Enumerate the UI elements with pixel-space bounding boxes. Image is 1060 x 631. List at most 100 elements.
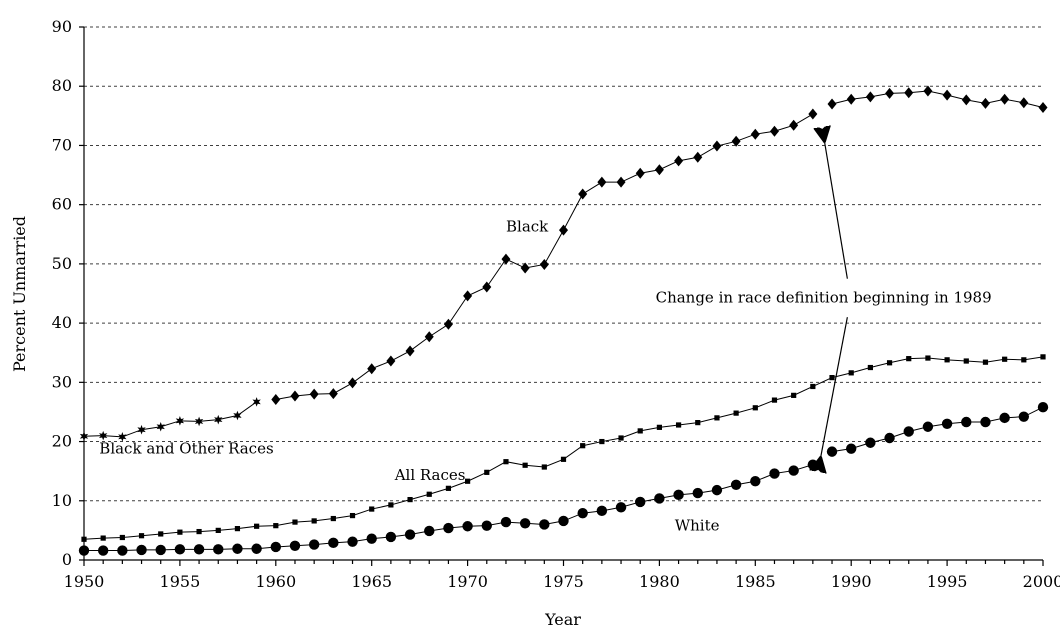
data-point	[445, 485, 452, 491]
data-point	[616, 176, 626, 188]
data-point	[865, 437, 876, 448]
series	[78, 85, 1049, 556]
data-point	[580, 443, 586, 449]
data-point	[618, 435, 624, 441]
data-point	[426, 491, 432, 497]
y-tick-label: 10	[52, 491, 72, 510]
data-point	[349, 512, 356, 519]
data-point	[482, 281, 492, 293]
data-point	[424, 525, 435, 537]
data-point	[810, 383, 816, 390]
data-point	[999, 412, 1010, 424]
x-axis-title: Year	[544, 610, 581, 629]
data-point	[944, 357, 950, 363]
data-point	[539, 258, 549, 270]
data-point	[1002, 356, 1008, 362]
data-point	[385, 531, 397, 543]
data-point	[693, 151, 703, 163]
data-point	[405, 345, 415, 357]
data-point	[923, 85, 933, 97]
data-point	[730, 479, 742, 490]
series-line	[83, 401, 257, 438]
data-point	[599, 438, 605, 445]
data-point	[117, 545, 128, 556]
data-point	[97, 545, 109, 556]
data-point	[443, 318, 453, 330]
data-point	[500, 516, 512, 528]
data-point	[941, 418, 953, 429]
data-point	[846, 443, 857, 454]
series-black-and-other-races	[79, 397, 261, 442]
series-line	[831, 406, 1044, 453]
data-point	[692, 487, 703, 499]
data-point	[252, 397, 261, 407]
y-tick-label: 20	[52, 432, 72, 451]
data-point	[273, 523, 279, 529]
data-point	[750, 476, 761, 487]
data-point	[79, 431, 89, 442]
data-point	[407, 496, 413, 503]
x-tick-label: 2000	[1023, 572, 1060, 591]
data-point	[328, 537, 339, 549]
data-point	[559, 224, 568, 236]
data-point	[961, 416, 972, 428]
data-point	[177, 529, 183, 535]
data-point	[1038, 102, 1048, 114]
y-tick-labels: 0 10 20 30 40 50 60 70 80 90	[52, 17, 84, 569]
data-point	[330, 515, 336, 522]
x-tick-label: 1975	[543, 572, 584, 591]
data-point	[539, 519, 550, 530]
data-point	[369, 506, 375, 512]
data-point	[289, 540, 301, 551]
data-point	[674, 155, 684, 167]
data-point	[251, 543, 262, 554]
data-point	[961, 94, 971, 106]
data-point	[578, 188, 588, 200]
data-point	[270, 541, 281, 553]
annotation-arrow	[821, 317, 848, 458]
y-tick-label: 50	[52, 254, 72, 273]
y-tick-label: 30	[52, 372, 72, 391]
data-point	[885, 87, 895, 99]
data-point	[155, 544, 166, 556]
data-point	[980, 97, 990, 109]
data-point	[789, 119, 799, 131]
data-point	[903, 426, 914, 437]
data-point	[635, 496, 646, 508]
data-point	[963, 358, 969, 364]
data-point	[982, 359, 989, 365]
data-point	[807, 459, 819, 470]
data-point	[481, 520, 492, 531]
data-point	[829, 374, 835, 381]
data-point	[175, 416, 185, 426]
data-point	[136, 544, 147, 556]
data-point	[137, 424, 146, 435]
data-point	[1021, 357, 1027, 363]
data-point	[886, 360, 893, 366]
label-black-and-other-races: Black and Other Races	[99, 439, 273, 457]
data-point	[769, 468, 780, 479]
data-point	[942, 89, 952, 101]
data-point	[311, 518, 317, 524]
data-point	[404, 529, 416, 540]
label-race-definition-change: Change in race definition beginning in 1…	[656, 288, 992, 306]
x-tick-label: 1970	[447, 572, 488, 591]
data-point	[714, 415, 720, 421]
x-tick-label: 1950	[64, 572, 105, 591]
data-point	[213, 544, 224, 555]
data-point	[560, 456, 567, 462]
data-point	[637, 428, 643, 434]
data-point	[750, 128, 760, 140]
data-point	[1037, 402, 1049, 413]
data-point	[771, 397, 778, 403]
data-point	[156, 421, 165, 432]
x-tick-label: 1985	[735, 572, 776, 591]
data-point	[1019, 97, 1029, 109]
data-point	[712, 140, 722, 152]
x-tick-labels: 1950 1955 1960 1965 1970 1975 1980 1985 1990 1995…	[64, 560, 1060, 591]
series-line	[275, 113, 814, 401]
data-point	[731, 135, 741, 147]
data-point	[922, 421, 934, 432]
data-point	[465, 478, 471, 484]
y-tick-label: 60	[52, 195, 72, 214]
